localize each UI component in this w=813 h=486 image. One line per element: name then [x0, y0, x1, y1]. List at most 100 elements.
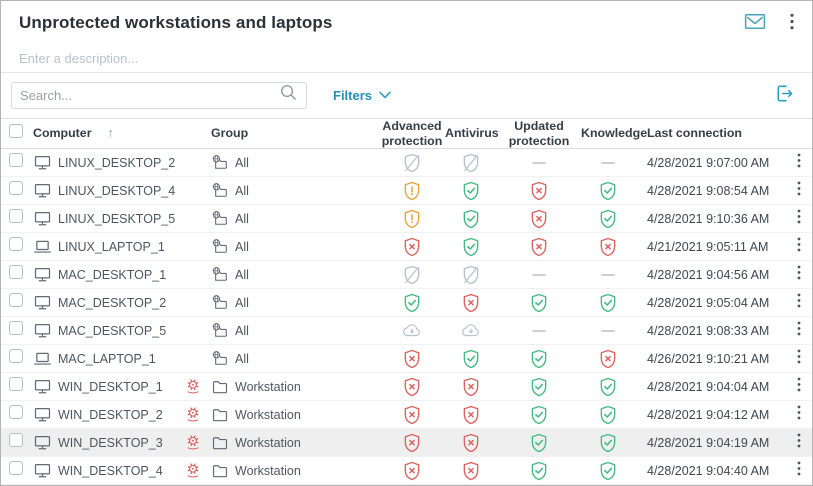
table-row[interactable]: WIN_DESKTOP_3 Workstation 4/28/2021 9:04…: [1, 429, 812, 457]
computer-name: WIN_DESKTOP_4: [58, 463, 163, 478]
select-all-checkbox[interactable]: [9, 124, 23, 139]
no-data-dash: [601, 273, 615, 277]
column-header-group[interactable]: Group: [211, 126, 249, 141]
shield-check-icon: [599, 181, 617, 201]
shield-error-icon: [530, 237, 548, 257]
row-checkbox[interactable]: [9, 349, 23, 363]
export-button[interactable]: [771, 80, 798, 110]
last-connection: 4/21/2021 9:05:11 AM: [647, 239, 769, 254]
row-menu-button[interactable]: [785, 433, 812, 453]
row-checkbox[interactable]: [9, 265, 23, 279]
shield-error-icon: [403, 237, 421, 257]
table-body: LINUX_DESKTOP_2 All 4/28/2021 9:07:00 AM…: [1, 149, 812, 485]
computer-name: LINUX_DESKTOP_4: [58, 183, 176, 198]
column-header-computer[interactable]: Computer ↑: [33, 125, 185, 141]
shield-check-icon: [530, 461, 548, 481]
row-menu-button[interactable]: [785, 209, 812, 229]
shield-error-icon: [403, 377, 421, 397]
shield-check-icon: [599, 433, 617, 453]
group-name: All: [235, 351, 249, 366]
table-row[interactable]: MAC_DESKTOP_5 All 4/28/2021 9:08:33 AM: [1, 317, 812, 345]
row-menu-button[interactable]: [785, 461, 812, 481]
reinstall-protection-warning-icon: [185, 434, 201, 451]
group-name: Workstation: [235, 435, 301, 450]
description-input[interactable]: [19, 51, 794, 67]
row-checkbox[interactable]: [9, 209, 23, 223]
table-row[interactable]: LINUX_DESKTOP_2 All 4/28/2021 9:07:00 AM: [1, 149, 812, 177]
table-row[interactable]: MAC_LAPTOP_1 All 4/26/2021 9:10:21 AM: [1, 345, 812, 373]
row-checkbox[interactable]: [9, 181, 23, 195]
cloud-installing-icon: [402, 323, 422, 338]
column-header-advanced-protection[interactable]: Advanced protection: [381, 119, 443, 148]
kebab-menu-icon: [797, 293, 801, 313]
table-row[interactable]: LINUX_LAPTOP_1 All 4/21/2021 9:05:11 AM: [1, 233, 812, 261]
all-group-icon: [211, 182, 229, 199]
row-checkbox[interactable]: [9, 321, 23, 335]
shield-check-icon: [403, 293, 421, 313]
export-icon: [773, 82, 796, 108]
table-row[interactable]: MAC_DESKTOP_1 All 4/28/2021 9:04:56 AM: [1, 261, 812, 289]
shield-error-icon: [462, 461, 480, 481]
folder-icon: [211, 406, 229, 423]
no-data-dash: [532, 329, 546, 333]
row-checkbox[interactable]: [9, 377, 23, 391]
row-checkbox[interactable]: [9, 237, 23, 251]
column-header-last-connection[interactable]: Last connection: [647, 126, 743, 141]
divider: [1, 71, 812, 73]
shield-check-icon: [599, 377, 617, 397]
shield-check-icon: [530, 377, 548, 397]
row-checkbox[interactable]: [9, 153, 23, 167]
shield-check-icon: [599, 209, 617, 229]
row-menu-button[interactable]: [785, 321, 812, 341]
protection-disabled-icon: [403, 153, 421, 173]
kebab-menu-icon: [797, 181, 801, 201]
kebab-menu-icon: [797, 377, 801, 397]
computer-name: WIN_DESKTOP_2: [58, 407, 163, 422]
toolbar: Filters: [1, 73, 812, 119]
protection-disabled-icon: [403, 265, 421, 285]
row-checkbox[interactable]: [9, 433, 23, 447]
all-group-icon: [211, 350, 229, 367]
table-row[interactable]: MAC_DESKTOP_2 All 4/28/2021 9:05:04 AM: [1, 289, 812, 317]
kebab-menu-icon: [797, 349, 801, 369]
row-menu-button[interactable]: [785, 153, 812, 173]
row-menu-button[interactable]: [785, 237, 812, 257]
row-menu-button[interactable]: [785, 349, 812, 369]
column-header-knowledge[interactable]: Knowledge: [581, 126, 648, 141]
kebab-menu-icon: [797, 405, 801, 425]
shield-check-icon: [462, 237, 480, 257]
search-box: [11, 81, 307, 109]
page-menu-button[interactable]: [788, 11, 796, 35]
row-menu-button[interactable]: [785, 265, 812, 285]
search-input[interactable]: [20, 87, 279, 103]
row-checkbox[interactable]: [9, 293, 23, 307]
row-checkbox[interactable]: [9, 405, 23, 419]
row-menu-button[interactable]: [785, 405, 812, 425]
last-connection: 4/28/2021 9:08:33 AM: [647, 323, 770, 338]
table-row[interactable]: WIN_DESKTOP_1 Workstation 4/28/2021 9:04…: [1, 373, 812, 401]
protection-disabled-icon: [462, 265, 480, 285]
table-row[interactable]: LINUX_DESKTOP_5 All 4/28/2021 9:10:36 AM: [1, 205, 812, 233]
row-checkbox[interactable]: [9, 461, 23, 475]
table-row[interactable]: WIN_DESKTOP_2 Workstation 4/28/2021 9:04…: [1, 401, 812, 429]
desktop-icon: [33, 154, 52, 171]
kebab-menu-icon: [790, 13, 794, 33]
filters-button[interactable]: Filters: [333, 86, 391, 104]
last-connection: 4/28/2021 9:04:56 AM: [647, 267, 770, 282]
table-row[interactable]: WIN_DESKTOP_4 Workstation 4/28/2021 9:04…: [1, 457, 812, 485]
kebab-menu-icon: [797, 321, 801, 341]
column-header-updated-protection[interactable]: Updated protection: [508, 119, 570, 148]
shield-error-icon: [403, 433, 421, 453]
email-report-button[interactable]: [742, 10, 768, 36]
laptop-icon: [33, 350, 52, 367]
row-menu-button[interactable]: [785, 377, 812, 397]
row-menu-button[interactable]: [785, 293, 812, 313]
all-group-icon: [211, 238, 229, 255]
computer-name: MAC_LAPTOP_1: [58, 351, 156, 366]
no-data-dash: [532, 161, 546, 165]
shield-check-icon: [530, 293, 548, 313]
table-row[interactable]: LINUX_DESKTOP_4 All 4/28/2021 9:08:54 AM: [1, 177, 812, 205]
row-menu-button[interactable]: [785, 181, 812, 201]
shield-check-icon: [530, 433, 548, 453]
column-header-antivirus[interactable]: Antivirus: [445, 126, 499, 141]
